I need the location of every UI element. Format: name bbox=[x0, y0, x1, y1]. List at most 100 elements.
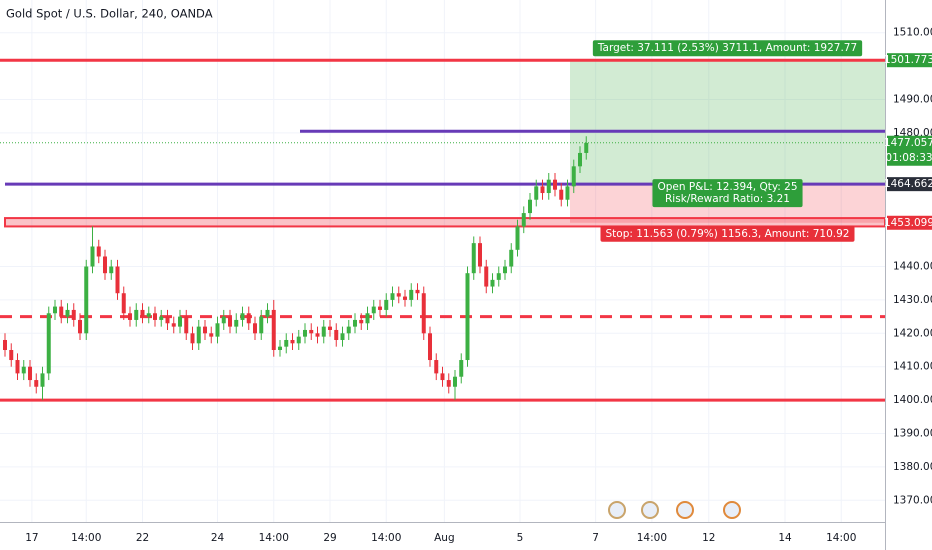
candle-body bbox=[546, 179, 551, 194]
candle-body bbox=[503, 266, 507, 274]
candle-body bbox=[403, 296, 407, 300]
candle-body bbox=[534, 186, 539, 200]
candle-body bbox=[253, 323, 257, 334]
pnl-label-box bbox=[652, 179, 803, 208]
candle-body bbox=[71, 309, 76, 320]
candle-body bbox=[90, 246, 95, 267]
event-icon[interactable] bbox=[608, 501, 626, 519]
candle-body bbox=[265, 309, 270, 317]
candle-body bbox=[103, 256, 107, 274]
candle-body bbox=[365, 313, 370, 324]
target-label-box bbox=[592, 40, 863, 57]
candle-body bbox=[171, 323, 176, 327]
candle-body bbox=[53, 306, 57, 314]
candle-body bbox=[440, 373, 445, 381]
candle-body bbox=[459, 360, 464, 377]
candle-body bbox=[46, 313, 51, 374]
candle-body bbox=[59, 306, 64, 317]
candle-body bbox=[203, 326, 207, 334]
candle-body bbox=[328, 326, 332, 330]
candle-body bbox=[353, 319, 357, 327]
candle-body bbox=[184, 316, 189, 334]
x-tick-label: 12 bbox=[702, 532, 715, 544]
x-tick-label: 5 bbox=[517, 532, 524, 544]
target-zone bbox=[570, 60, 885, 185]
chart-title: Gold Spot / U.S. Dollar, 240, OANDA bbox=[6, 7, 213, 21]
price-tag-label: 1477.057 bbox=[884, 137, 932, 149]
candle-body bbox=[571, 166, 576, 187]
candle-body bbox=[221, 316, 226, 324]
candle-body bbox=[78, 319, 82, 334]
candle-body bbox=[128, 313, 132, 320]
candle-body bbox=[240, 313, 245, 320]
event-icon[interactable] bbox=[641, 501, 659, 519]
candle-body bbox=[334, 329, 339, 340]
grid bbox=[0, 0, 885, 522]
candle-body bbox=[178, 316, 182, 327]
x-tick-label: 14:00 bbox=[259, 532, 289, 544]
y-tick-label: 1370.000 bbox=[893, 494, 932, 506]
candle-body bbox=[471, 243, 476, 274]
candle-body bbox=[359, 319, 364, 324]
x-tick-label: 17 bbox=[25, 532, 38, 544]
plot: Target: 37.111 (2.53%) 3711.1, Amount: 1… bbox=[0, 40, 886, 402]
y-tick-label: 1400.000 bbox=[893, 394, 932, 406]
stop-label: Stop: 11.563 (0.79%) 1156.3, Amount: 710… bbox=[600, 225, 855, 242]
candle-body bbox=[340, 333, 345, 340]
stop-label-text: Stop: 11.563 (0.79%) 1156.3, Amount: 710… bbox=[605, 228, 849, 240]
x-tick-label: 22 bbox=[136, 532, 149, 544]
candle-body bbox=[296, 336, 301, 344]
event-icon[interactable] bbox=[723, 501, 741, 519]
y-tick-label: 1440.000 bbox=[893, 261, 932, 273]
candle-body bbox=[159, 316, 164, 320]
candle-body bbox=[371, 306, 376, 314]
x-tick-label: 14 bbox=[778, 532, 792, 544]
price-tag bbox=[887, 215, 932, 230]
candle-body bbox=[146, 313, 151, 317]
candle-body bbox=[121, 293, 126, 314]
candle-body bbox=[96, 246, 101, 257]
candle-body bbox=[521, 213, 526, 227]
x-tick-label: 14:00 bbox=[371, 532, 401, 544]
x-tick-label: 14:00 bbox=[826, 532, 856, 544]
axes: 1370.000 1380.000 1390.000 1400.000 1410.000… bbox=[25, 27, 932, 544]
candle-body bbox=[515, 226, 520, 250]
candle-body bbox=[115, 266, 120, 294]
x-tick-label: 29 bbox=[323, 532, 336, 544]
candle-body bbox=[509, 249, 514, 267]
candle-body bbox=[409, 289, 414, 300]
event-icon[interactable] bbox=[676, 501, 694, 519]
price-tag-label: 1501.773 bbox=[884, 54, 932, 66]
candle-body bbox=[415, 289, 420, 294]
candle-body bbox=[321, 326, 326, 337]
candle-body bbox=[284, 339, 289, 347]
price-tag bbox=[887, 53, 932, 68]
candle-body bbox=[428, 333, 432, 361]
candle-body bbox=[40, 373, 45, 387]
candle-body bbox=[209, 333, 214, 337]
candle-body bbox=[3, 339, 7, 351]
candle-body bbox=[484, 266, 489, 287]
candle-body bbox=[290, 339, 295, 344]
candle-body bbox=[315, 333, 320, 337]
price-tag-label: 1464.662 bbox=[884, 178, 932, 190]
candle-body bbox=[134, 309, 139, 320]
candle-body bbox=[559, 189, 564, 200]
x-tick-label: 7 bbox=[592, 532, 599, 544]
pnl-label-text: Risk/Reward Ratio: 3.21 bbox=[665, 193, 790, 205]
x-tick-label: 24 bbox=[211, 532, 225, 544]
support-zone bbox=[4, 217, 886, 228]
candle-body bbox=[153, 313, 157, 320]
x-tick-label: 14:00 bbox=[637, 532, 667, 544]
candle-body bbox=[540, 186, 545, 194]
candle-body bbox=[453, 376, 457, 387]
candle-body bbox=[165, 316, 170, 324]
candle-body bbox=[34, 380, 39, 387]
candle-body bbox=[271, 309, 276, 351]
candle-body bbox=[346, 326, 351, 334]
candle-body bbox=[21, 366, 26, 374]
candle-body bbox=[565, 186, 570, 200]
candle-body bbox=[246, 313, 251, 324]
